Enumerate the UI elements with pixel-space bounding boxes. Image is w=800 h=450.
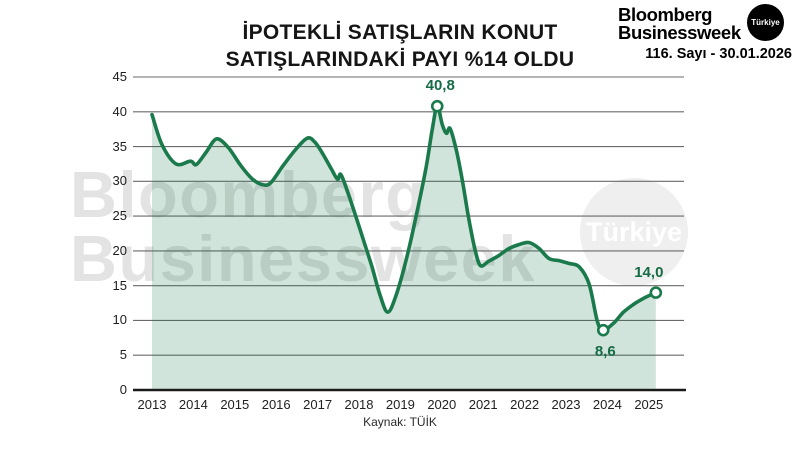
x-tick-label: 2020 — [427, 397, 457, 412]
y-tick-label: 15 — [112, 277, 127, 293]
issue-date: 116. Sayı - 30.01.2026 — [645, 46, 792, 62]
turkiye-watermark-circle: Türkiye — [580, 178, 688, 286]
chart-title: İPOTEKLİ SATIŞLARIN KONUT SATIŞLARINDAKİ… — [0, 19, 800, 73]
x-tick-label: 2019 — [385, 397, 415, 412]
x-tick-label: 2015 — [220, 397, 250, 412]
chart-title-line2: SATIŞLARINDAKİ PAYI %14 OLDU — [225, 48, 575, 71]
annotation-label: 8,6 — [594, 343, 616, 361]
y-tick-label: 30 — [112, 173, 127, 189]
annotation-label: 14,0 — [634, 263, 664, 281]
area-fill — [152, 106, 656, 389]
y-tick-label: 40 — [112, 103, 127, 119]
x-tick-label: 2023 — [551, 397, 581, 412]
source-note: Kaynak: TÜİK — [363, 415, 437, 429]
x-tick-label: 2024 — [592, 397, 622, 412]
data-point-marker — [649, 286, 663, 299]
logo-line2: Businessweek — [618, 22, 741, 43]
logo-line1: Bloomberg — [618, 4, 713, 25]
y-tick-label: 45 — [112, 69, 127, 84]
y-tick-label: 10 — [112, 312, 127, 328]
x-tick-label: 2022 — [510, 397, 540, 412]
y-tick-label: 25 — [112, 208, 127, 224]
chart-title-line1: İPOTEKLİ SATIŞLARIN KONUT — [242, 21, 558, 44]
x-tick-label: 2016 — [261, 397, 291, 412]
badge-label: Türkiye — [751, 18, 780, 27]
y-tick-label: 0 — [119, 382, 127, 397]
turkiye-logo-badge: Türkiye — [747, 4, 784, 41]
y-tick-label: 35 — [112, 138, 127, 154]
x-tick-label: 2021 — [468, 397, 498, 412]
annotation-label: 40,8 — [425, 77, 455, 95]
bloomberg-logo: Bloomberg Businessweek — [618, 4, 741, 43]
x-tick-label: 2025 — [634, 397, 664, 412]
x-tick-label: 2013 — [137, 397, 167, 412]
data-point-marker — [430, 99, 444, 113]
x-tick-label: 2014 — [178, 397, 208, 412]
trend-line — [150, 104, 658, 332]
watermark-line2: Businessweek — [70, 226, 536, 291]
x-tick-label: 2017 — [303, 397, 333, 412]
y-tick-label: 20 — [112, 242, 127, 258]
x-tick-label: 2018 — [344, 397, 374, 412]
y-tick-label: 5 — [119, 347, 127, 363]
data-point-marker — [596, 323, 610, 337]
watermark-badge-label: Türkiye — [585, 216, 683, 247]
